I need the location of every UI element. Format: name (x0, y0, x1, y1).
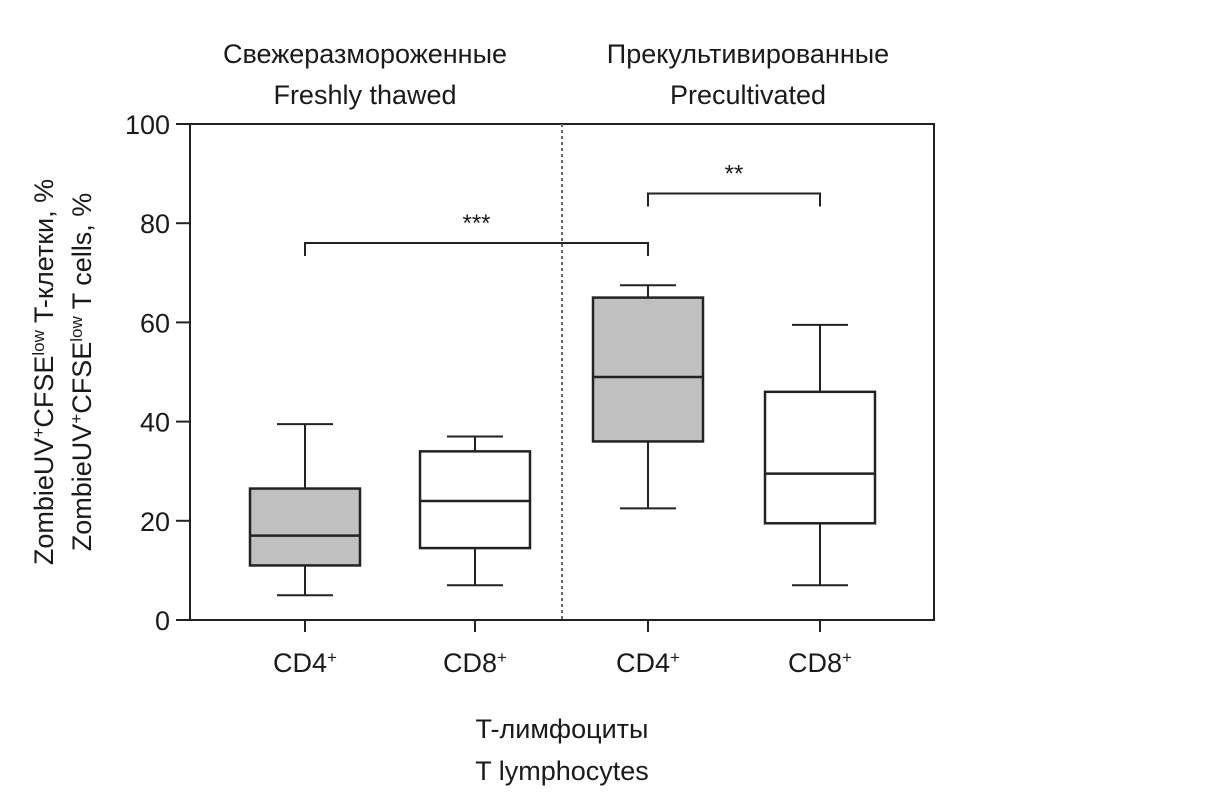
y-tick-label-2: 40 (140, 408, 170, 438)
significance-brackets: ***** (304, 160, 821, 257)
significance-bracket-1 (647, 192, 821, 207)
x-axis-categories: CD4+ CD8+ CD4+ CD8+ (273, 620, 852, 678)
y-tick-label-5: 100 (125, 110, 170, 140)
box-0-iqr (248, 487, 362, 567)
y-axis-label-en: ZombieUV+CFSElow T cells, % (67, 193, 98, 552)
category-label-2: CD4+ (616, 648, 680, 679)
x-axis-label-ru: T-лимфоциты (476, 714, 649, 744)
box-2-iqr (591, 296, 705, 443)
group-title-freshly-en: Freshly thawed (273, 80, 456, 110)
significance-label-0: *** (462, 210, 490, 237)
x-axis-label-en: T lymphocytes (475, 756, 649, 786)
y-tick-label-3: 60 (140, 308, 170, 338)
significance-bracket-0 (304, 242, 649, 257)
y-tick-label-0: 0 (155, 606, 170, 636)
box-3-iqr (763, 390, 877, 525)
category-label-1: CD8+ (443, 648, 507, 679)
group-title-precultivated-en: Precultivated (670, 80, 826, 110)
box-series (248, 284, 877, 597)
y-tick-label-4: 80 (140, 209, 170, 239)
category-label-0: CD4+ (273, 648, 337, 679)
y-axis-label-ru: ZombieUV+CFSElow T-клетки, % (29, 179, 60, 565)
group-title-precultivated-ru: Прекультивированные (607, 39, 889, 69)
significance-label-1: ** (725, 160, 744, 187)
y-tick-label-1: 20 (140, 507, 170, 537)
group-title-freshly-ru: Свежеразмороженные (223, 39, 507, 69)
category-label-3: CD8+ (788, 648, 852, 679)
y-axis: 0 20 40 60 80 100 (125, 110, 190, 636)
